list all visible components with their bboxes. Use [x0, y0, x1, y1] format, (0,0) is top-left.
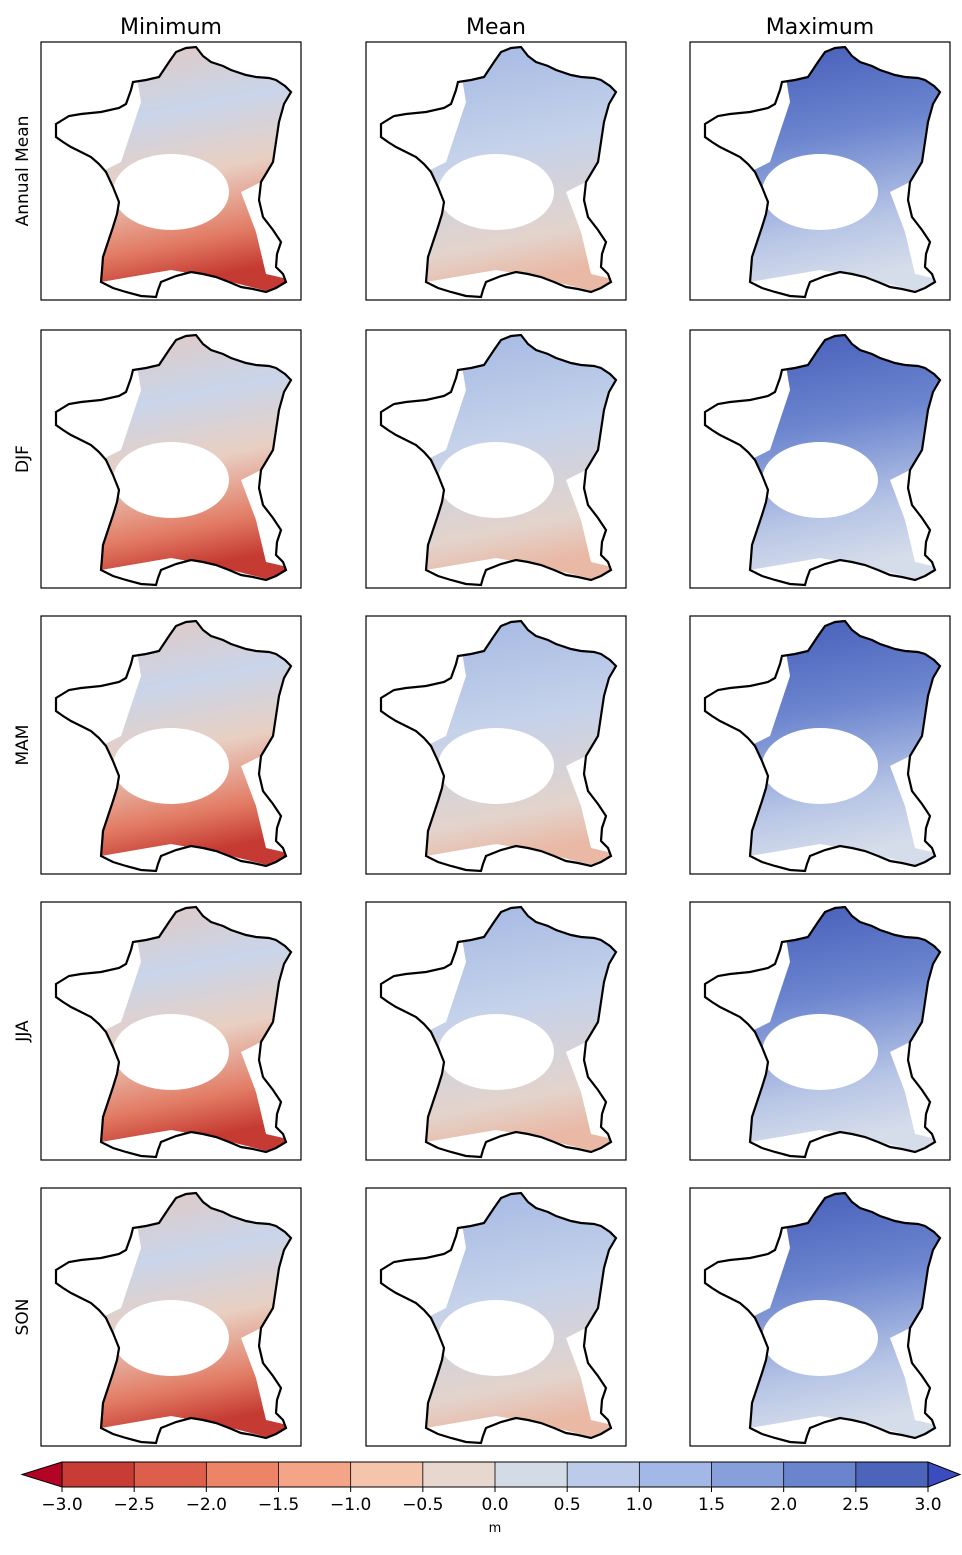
tick-label: −2.0 — [186, 1495, 227, 1515]
tick-label: −1.0 — [330, 1495, 371, 1515]
map-panel — [40, 329, 302, 589]
no-data — [438, 728, 554, 804]
colorbar-segment — [711, 1462, 784, 1487]
tick-label: 2.0 — [770, 1495, 797, 1515]
no-data — [113, 728, 229, 804]
row-label: DJF — [13, 445, 33, 473]
row-label: SON — [13, 1299, 33, 1336]
no-data — [113, 1300, 229, 1376]
map-panel — [40, 615, 302, 875]
tick-label: −3.0 — [41, 1495, 82, 1515]
map-panel — [689, 329, 951, 589]
row-label: Annual Mean — [13, 116, 33, 227]
colorbar-extend-high — [927, 1461, 962, 1488]
map-panel — [40, 1187, 302, 1447]
no-data — [113, 442, 229, 518]
map-panel — [365, 615, 627, 875]
colorbar-segment — [567, 1462, 640, 1487]
no-data — [762, 442, 878, 518]
column-title: Minimum — [120, 15, 222, 40]
map-panel — [689, 41, 951, 301]
map-panel — [689, 901, 951, 1161]
column-title: Mean — [466, 15, 526, 40]
no-data — [438, 1300, 554, 1376]
no-data — [113, 1014, 229, 1090]
no-data — [762, 154, 878, 230]
no-data — [438, 1014, 554, 1090]
colorbar-segment — [783, 1462, 856, 1487]
tick-label: 1.5 — [698, 1495, 725, 1515]
map-panel — [689, 615, 951, 875]
colorbar-segment — [134, 1462, 207, 1487]
colorbar-segment — [206, 1462, 279, 1487]
colorbar-segment — [62, 1462, 135, 1487]
map-panel — [365, 329, 627, 589]
column-title: Maximum — [766, 15, 874, 40]
colorbar-extend-low — [20, 1461, 63, 1488]
map-panel — [365, 901, 627, 1161]
colorbar-segment — [639, 1462, 712, 1487]
colorbar-segment — [350, 1462, 423, 1487]
colorbar-segment — [422, 1462, 495, 1487]
map-panel — [40, 41, 302, 301]
tick-label: 0.5 — [554, 1495, 581, 1515]
colorbar-segment — [855, 1462, 928, 1487]
no-data — [113, 154, 229, 230]
tick-label: 0.0 — [481, 1495, 508, 1515]
no-data — [762, 728, 878, 804]
row-label: JJA — [13, 1020, 33, 1043]
no-data — [438, 154, 554, 230]
tick-label: −0.5 — [402, 1495, 443, 1515]
map-panel — [40, 901, 302, 1161]
map-panel — [365, 41, 627, 301]
tick-label: 3.0 — [914, 1495, 941, 1515]
row-label: MAM — [13, 725, 33, 766]
tick-label: −2.5 — [114, 1495, 155, 1515]
no-data — [762, 1300, 878, 1376]
tick-label: 2.5 — [842, 1495, 869, 1515]
tick-label: −1.5 — [258, 1495, 299, 1515]
map-panel — [365, 1187, 627, 1447]
no-data — [762, 1014, 878, 1090]
map-panel — [689, 1187, 951, 1447]
colorbar-segment — [495, 1462, 568, 1487]
tick-label: 1.0 — [626, 1495, 653, 1515]
no-data — [438, 442, 554, 518]
colorbar-label: m — [489, 1521, 502, 1536]
colorbar-segment — [278, 1462, 351, 1487]
